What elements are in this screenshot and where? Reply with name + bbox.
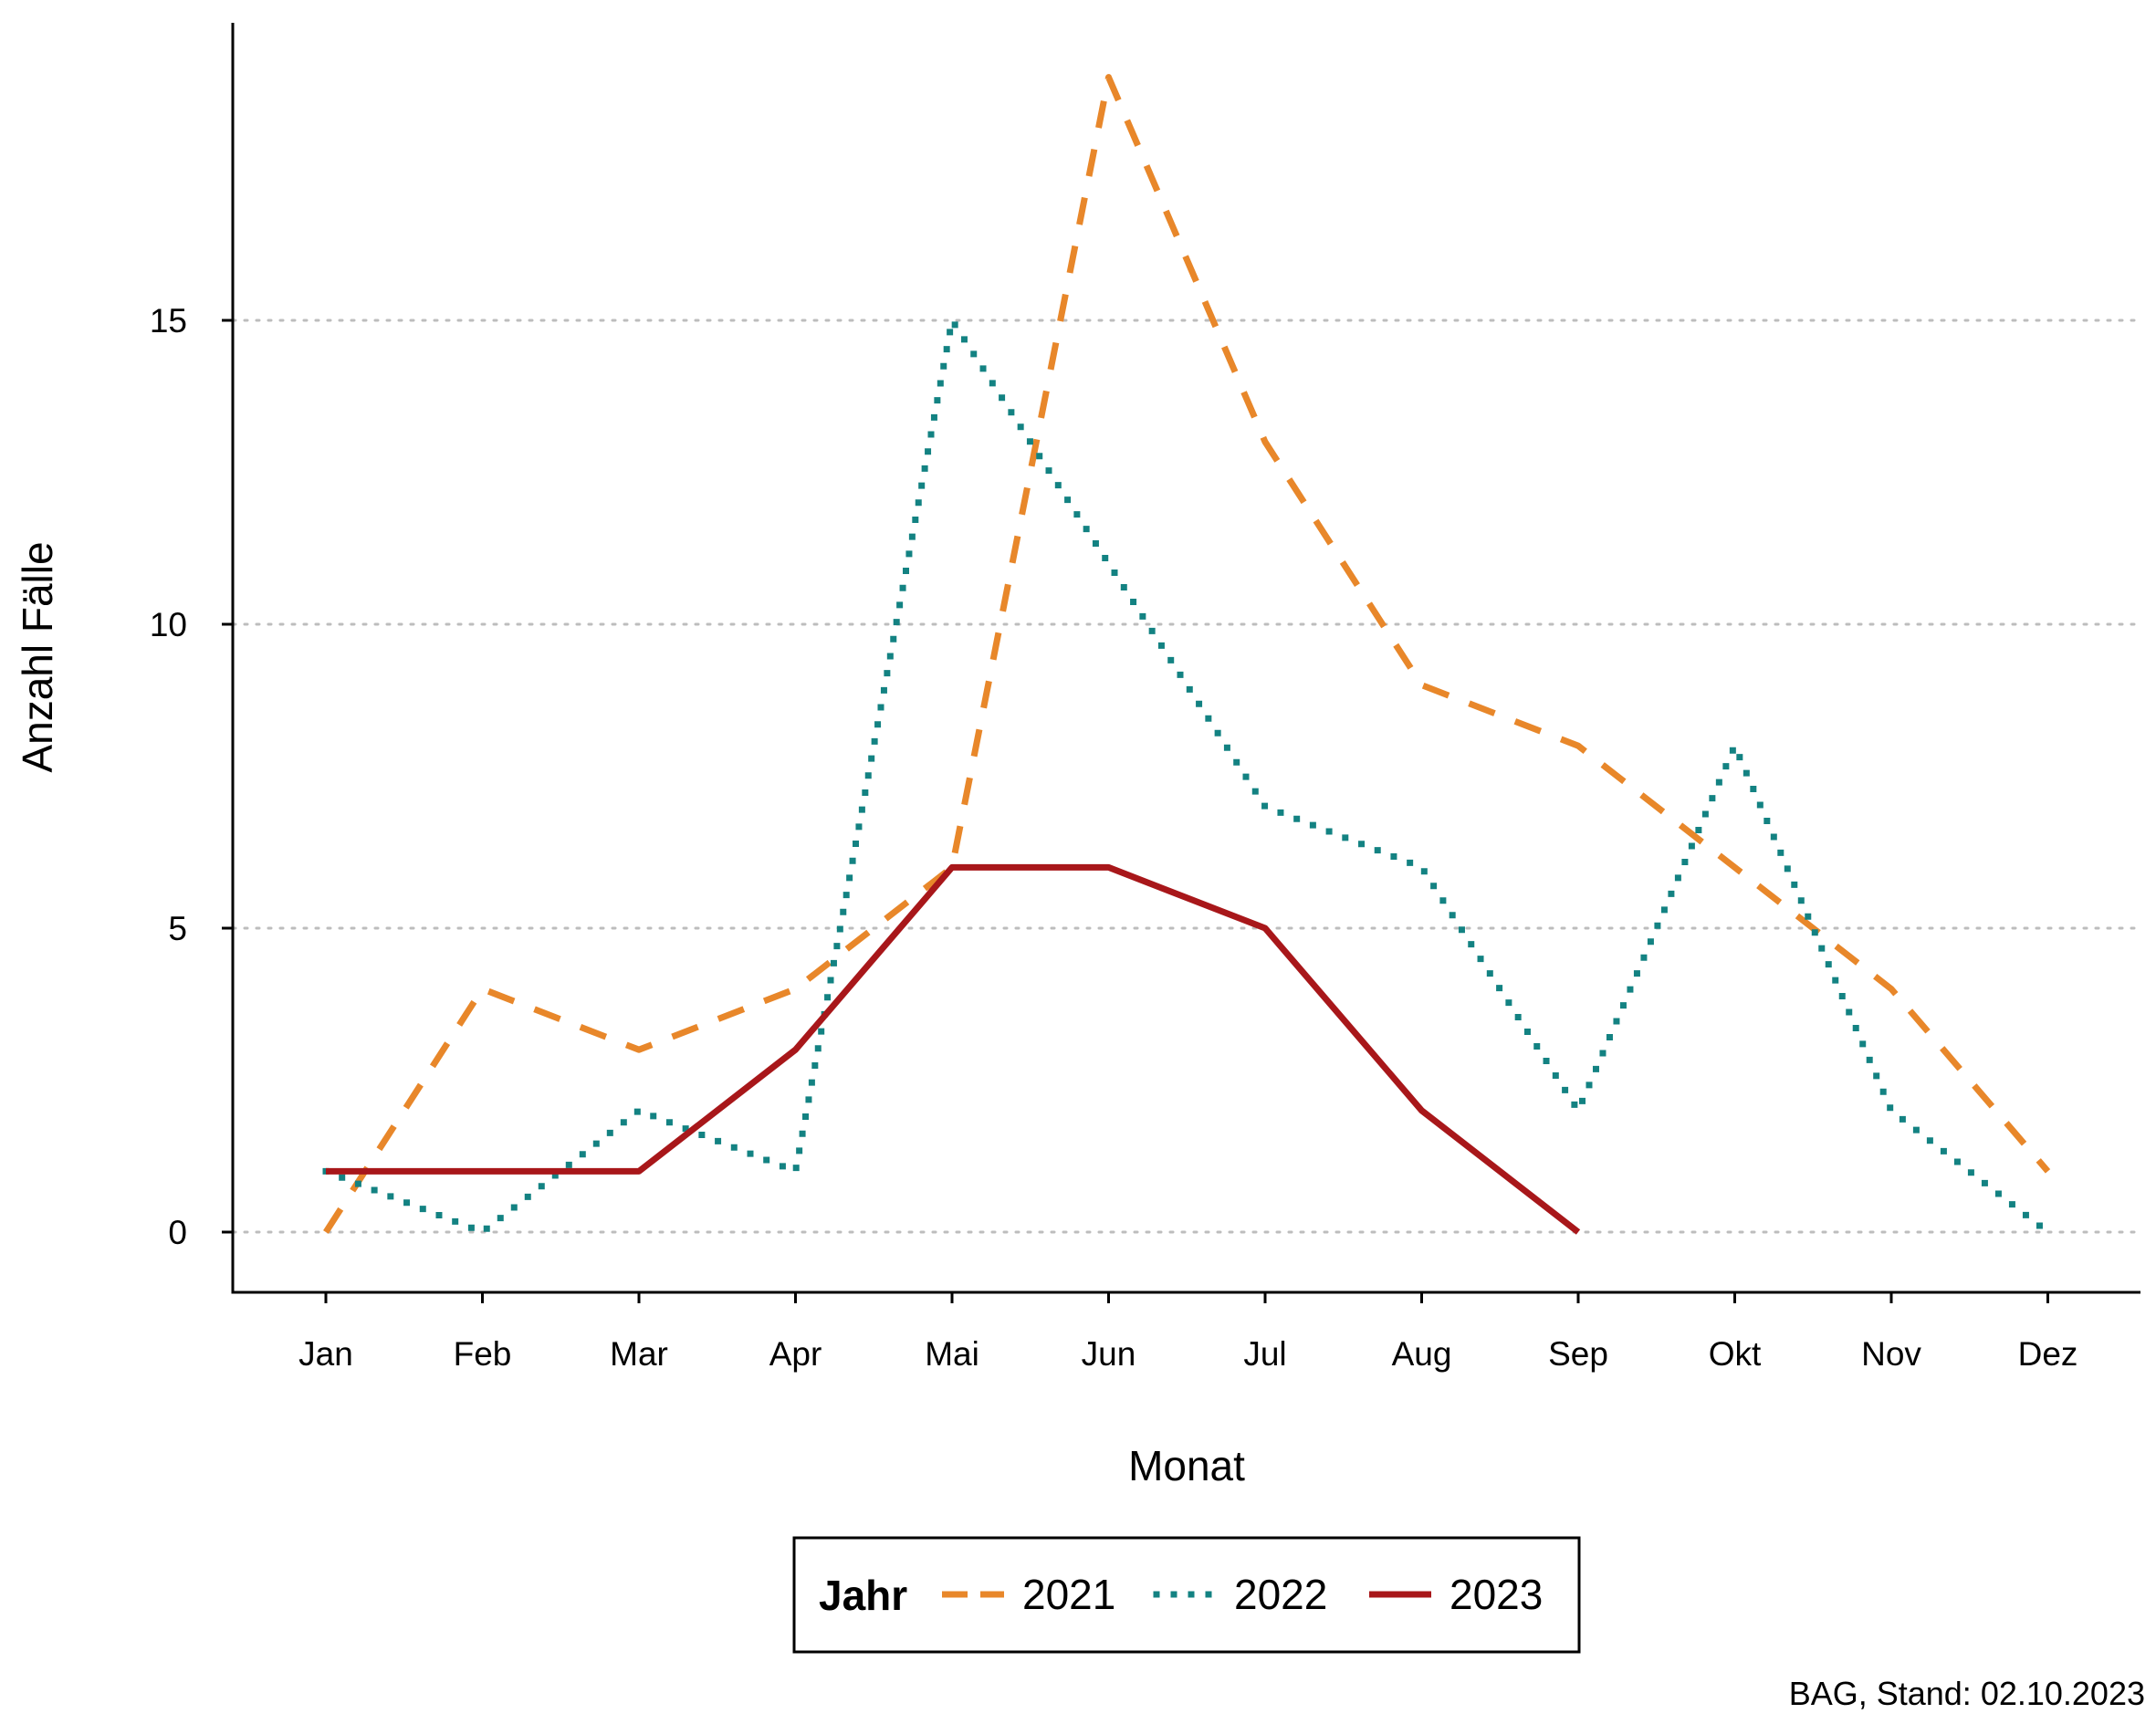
x-tick-label: Apr [769,1335,822,1373]
x-tick-label: Mar [610,1335,668,1373]
y-tick-label: 10 [150,606,187,643]
legend-label-2023: 2023 [1450,1571,1543,1618]
y-tick-label: 0 [168,1214,187,1251]
source-caption: BAG, Stand: 02.10.2023 [1789,1675,2145,1712]
legend-label-2021: 2021 [1022,1571,1115,1618]
x-tick-label: Dez [2018,1335,2078,1373]
legend-label-2022: 2022 [1234,1571,1327,1618]
y-tick-label: 15 [150,302,187,340]
x-tick-label: Feb [454,1335,512,1373]
tick-labels: 0 5 10 15 Jan Feb Mar Apr Mai Jun Jul Aug Sep Okt Nov D… [150,302,2078,1373]
data-point-2022-Okt [1733,744,1737,747]
data-point-2021-Feb [481,987,485,991]
x-tick-label: Nov [1861,1335,1921,1373]
series-line-2022 [321,317,2053,1237]
gridlines [231,319,2142,1234]
axes [222,23,2140,1303]
x-tick-label: Jan [298,1335,353,1373]
legend-box [792,1536,1581,1654]
series-line-2023 [326,863,1581,1235]
y-axis-title: Anzahl Fälle [14,541,61,772]
x-axis-title: Monat [1128,1442,1245,1489]
y-tick-label: 5 [168,910,187,947]
legend-items: 2021 2022 2023 [942,1571,1543,1618]
data-point-2022-Jun [1107,561,1111,565]
x-tick-label: Okt [1709,1335,1762,1373]
x-tick-label: Sep [1548,1335,1608,1373]
series-lines [321,74,2053,1237]
legend-title: Jahr [819,1572,907,1619]
data-point-2022-Sep [1576,1109,1580,1113]
x-tick-label: Jul [1243,1335,1286,1373]
x-tick-label: Jun [1082,1335,1136,1373]
x-tick-label: Aug [1392,1335,1452,1373]
series-line-2021 [323,74,2051,1234]
legend: Jahr 2021 2022 2023 [792,1536,1581,1654]
data-point-2021-Apr [794,987,798,991]
data-point-2022-Mai [950,319,954,322]
x-tick-label: Mai [925,1335,979,1373]
